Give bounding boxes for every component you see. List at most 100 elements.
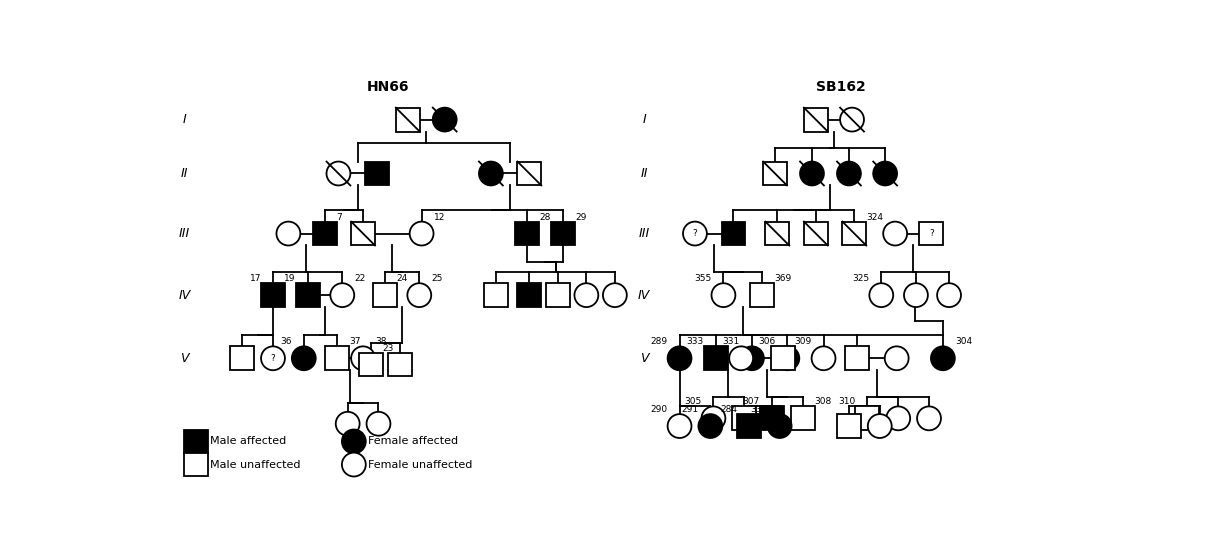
Bar xyxy=(733,406,757,430)
Text: Male unaffected: Male unaffected xyxy=(210,459,300,470)
Text: 291: 291 xyxy=(681,405,699,414)
Bar xyxy=(517,283,541,307)
Circle shape xyxy=(701,406,725,430)
Circle shape xyxy=(668,346,692,370)
Bar xyxy=(919,222,944,246)
Text: 36: 36 xyxy=(281,338,292,346)
Bar xyxy=(771,346,794,370)
Text: IV: IV xyxy=(178,289,190,302)
Circle shape xyxy=(433,108,457,131)
Text: I: I xyxy=(642,113,646,126)
Circle shape xyxy=(366,412,390,436)
Text: 37: 37 xyxy=(348,338,360,346)
Text: 332: 332 xyxy=(751,405,768,414)
Circle shape xyxy=(904,283,928,307)
Bar xyxy=(484,283,509,307)
Text: 289: 289 xyxy=(651,338,668,346)
Circle shape xyxy=(668,414,692,438)
Bar xyxy=(312,222,336,246)
Text: V: V xyxy=(181,352,189,365)
Text: III: III xyxy=(178,227,190,240)
Text: 29: 29 xyxy=(575,213,587,222)
Bar xyxy=(760,406,784,430)
Circle shape xyxy=(336,412,359,436)
Text: 290: 290 xyxy=(651,405,668,414)
Text: Female affected: Female affected xyxy=(368,437,458,446)
Circle shape xyxy=(869,283,893,307)
Bar xyxy=(351,222,375,246)
Text: 309: 309 xyxy=(794,338,812,346)
Text: 305: 305 xyxy=(684,398,701,406)
Text: 23: 23 xyxy=(383,344,394,353)
Text: 12: 12 xyxy=(434,213,445,222)
Text: 304: 304 xyxy=(954,338,972,346)
Text: 369: 369 xyxy=(774,274,792,283)
Bar xyxy=(837,414,860,438)
Text: 307: 307 xyxy=(742,398,760,406)
Bar xyxy=(804,222,828,246)
Bar xyxy=(856,406,880,430)
Circle shape xyxy=(884,346,909,370)
Text: 310: 310 xyxy=(839,398,856,406)
Bar xyxy=(365,162,389,186)
Circle shape xyxy=(575,283,599,307)
Text: 24: 24 xyxy=(396,274,407,283)
Text: ?: ? xyxy=(271,354,276,363)
Text: 7: 7 xyxy=(336,213,342,222)
Circle shape xyxy=(775,346,799,370)
Circle shape xyxy=(699,414,722,438)
Circle shape xyxy=(868,414,892,438)
Bar xyxy=(552,222,575,246)
Text: III: III xyxy=(639,227,649,240)
Circle shape xyxy=(874,162,897,186)
Circle shape xyxy=(840,108,864,131)
Circle shape xyxy=(740,346,764,370)
Text: 22: 22 xyxy=(354,274,365,283)
Circle shape xyxy=(800,162,824,186)
Bar xyxy=(372,283,396,307)
Bar xyxy=(395,108,419,131)
Bar xyxy=(517,162,541,186)
Circle shape xyxy=(937,283,960,307)
Bar xyxy=(737,414,760,438)
Circle shape xyxy=(837,162,860,186)
Text: II: II xyxy=(181,167,188,180)
Bar xyxy=(763,162,787,186)
Circle shape xyxy=(729,346,753,370)
Circle shape xyxy=(342,430,366,453)
Circle shape xyxy=(602,283,627,307)
Text: 25: 25 xyxy=(431,274,442,283)
Text: 17: 17 xyxy=(249,274,261,283)
Bar xyxy=(184,453,208,477)
Text: 308: 308 xyxy=(815,398,831,406)
Circle shape xyxy=(327,162,351,186)
Circle shape xyxy=(410,222,434,246)
Bar xyxy=(842,222,866,246)
Text: IV: IV xyxy=(637,289,651,302)
Bar xyxy=(295,283,319,307)
Bar xyxy=(804,108,828,131)
Text: 333: 333 xyxy=(687,338,704,346)
Circle shape xyxy=(883,222,907,246)
Text: SB162: SB162 xyxy=(816,80,866,94)
Text: 331: 331 xyxy=(723,338,740,346)
Text: II: II xyxy=(640,167,648,180)
Text: 306: 306 xyxy=(758,338,775,346)
Bar xyxy=(388,353,412,377)
Circle shape xyxy=(276,222,300,246)
Text: 38: 38 xyxy=(375,338,387,346)
Circle shape xyxy=(931,346,954,370)
Bar xyxy=(790,406,815,430)
Text: ?: ? xyxy=(929,229,934,238)
Circle shape xyxy=(683,222,707,246)
Circle shape xyxy=(330,283,354,307)
Text: 19: 19 xyxy=(284,274,295,283)
Text: V: V xyxy=(640,352,648,365)
Circle shape xyxy=(887,406,910,430)
Bar xyxy=(765,222,789,246)
Bar xyxy=(261,283,284,307)
Text: 325: 325 xyxy=(852,274,869,283)
Bar xyxy=(704,346,728,370)
Circle shape xyxy=(917,406,941,430)
Bar xyxy=(230,346,254,370)
